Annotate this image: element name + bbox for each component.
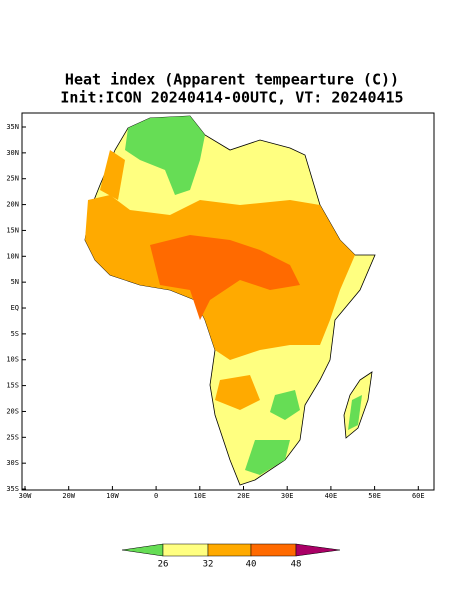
lon-label: 40E xyxy=(325,492,338,500)
lat-label: 5S xyxy=(11,330,19,338)
lon-label: 30E xyxy=(281,492,294,500)
lat-label: 35S xyxy=(6,485,19,493)
lon-label: 20E xyxy=(237,492,250,500)
lat-label: 20N xyxy=(6,201,19,209)
colorbar-tick-label: 40 xyxy=(246,560,257,570)
lat-label: 15N xyxy=(6,226,19,234)
colorbar xyxy=(121,543,341,557)
colorbar-tick-label: 48 xyxy=(291,560,302,570)
lon-label: 10W xyxy=(106,492,119,500)
lon-label: 50E xyxy=(368,492,381,500)
title: Heat index (Apparent tempearture (C)) xyxy=(65,71,399,89)
lon-label: 10E xyxy=(193,492,206,500)
lat-label: 25N xyxy=(6,175,19,183)
lon-label: 30W xyxy=(19,492,32,500)
longitude-labels: 30W 20W 10W 0 10E 20E 30E 40E 50E 60E xyxy=(19,486,425,500)
colorbar-tick-label: 32 xyxy=(203,560,214,570)
latitude-labels: 35N 30N 25N 20N 15N 10N 5N EQ 5S 10S 15S 20S 25S 30S 3… xyxy=(6,123,26,493)
lon-label: 0 xyxy=(154,492,158,500)
colorbar-tick-label: 26 xyxy=(158,560,169,570)
lat-label: 10N xyxy=(6,252,19,260)
subtitle: Init:ICON 20240414-00UTC, VT: 20240415 xyxy=(60,89,403,107)
africa xyxy=(84,115,376,486)
lat-label: 35N xyxy=(6,123,19,131)
lat-label: 30N xyxy=(6,149,19,157)
lat-label: 30S xyxy=(6,459,19,467)
colorbar-ticks: 26 32 40 48 xyxy=(158,560,302,570)
lat-label: 5N xyxy=(11,278,19,286)
lon-label: 20W xyxy=(62,492,75,500)
lat-label: 20S xyxy=(6,407,19,415)
lat-label: 10S xyxy=(6,356,19,364)
lat-label: EQ xyxy=(11,304,19,312)
lat-label: 25S xyxy=(6,433,19,441)
lon-label: 60E xyxy=(412,492,425,500)
lat-label: 15S xyxy=(6,382,19,390)
